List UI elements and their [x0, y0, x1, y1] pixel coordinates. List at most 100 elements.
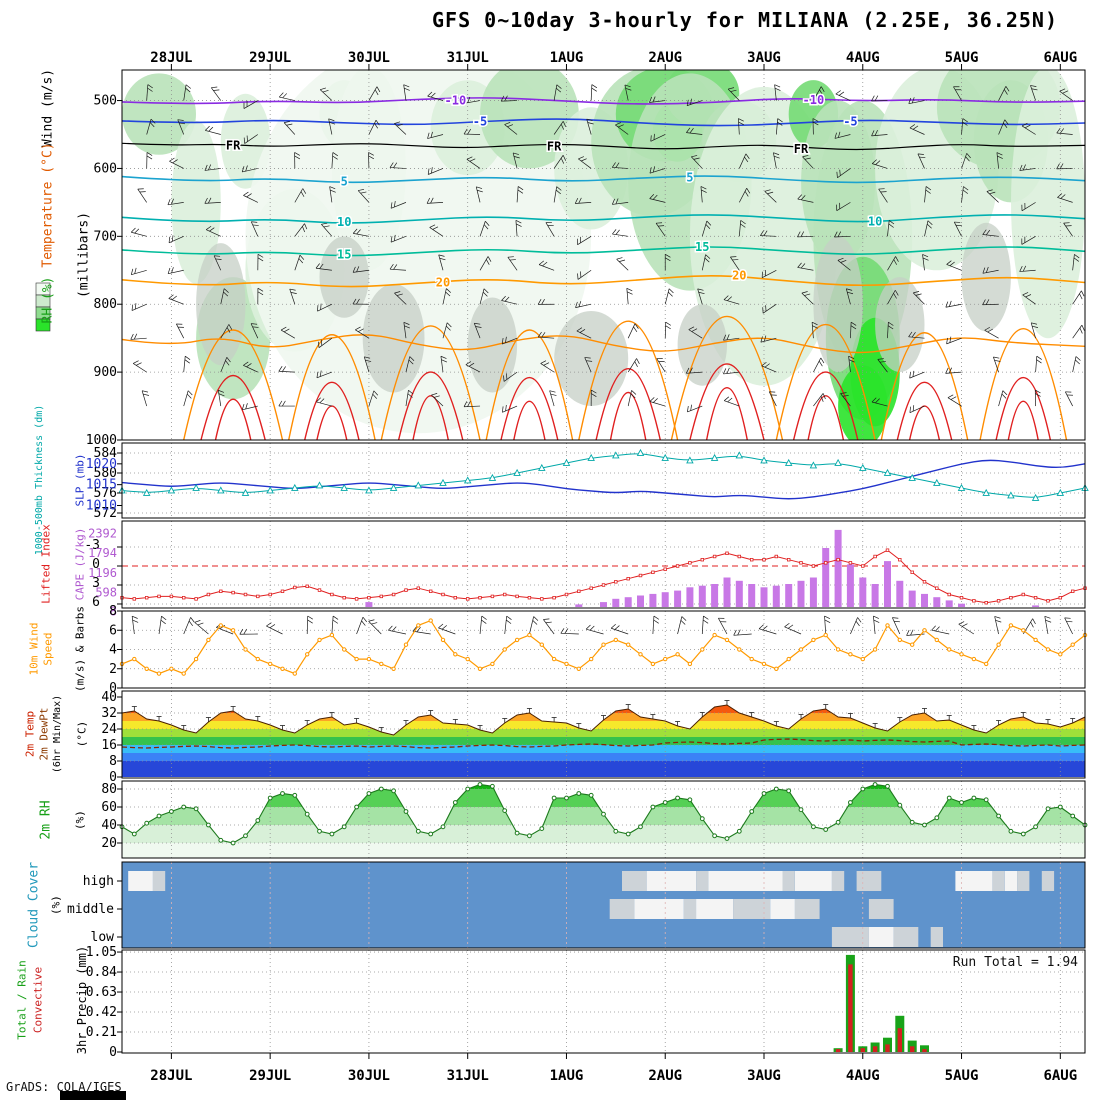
panel-precip: 0 0.21 0.42 0.63 0.84 1.05 Run Total = 1.94 — [86, 945, 1086, 1060]
ylabel-2m-rh: 2m RH — [38, 800, 54, 840]
svg-text:8: 8 — [110, 605, 117, 619]
svg-text:6: 6 — [109, 623, 117, 638]
temperature-contours — [122, 97, 1085, 440]
svg-text:Run Total = 1.94: Run Total = 1.94 — [953, 955, 1078, 970]
ylabel-10m-wind: 10m Wind — [27, 622, 41, 676]
svg-text:1AUG: 1AUG — [550, 1068, 584, 1084]
svg-text:30JUL: 30JUL — [348, 50, 390, 66]
svg-text:0.42: 0.42 — [86, 1005, 117, 1020]
svg-text:2AUG: 2AUG — [648, 1068, 682, 1084]
svg-text:16: 16 — [101, 738, 117, 753]
ylabel-2m-dewpt: 2m DewPt — [37, 707, 51, 761]
svg-text:0.21: 0.21 — [86, 1025, 117, 1040]
svg-text:1.05: 1.05 — [86, 945, 117, 960]
svg-text:FR: FR — [547, 140, 562, 154]
ylabel-temperature: Temperature (°C) — [40, 142, 56, 268]
panel-upper-air: -10 -10 -5 -5 FR FR FR 5 5 10 10 15 15 20 20 500 600 700 8… — [35, 69, 1086, 448]
ylabel-lifted-index: Lifted Index — [39, 524, 53, 604]
svg-text:0.63: 0.63 — [86, 985, 117, 1000]
svg-text:20: 20 — [101, 836, 117, 851]
ylabel-2m-temp: 2m Temp — [23, 710, 37, 758]
svg-text:572: 572 — [94, 506, 117, 521]
svg-text:6AUG: 6AUG — [1043, 1068, 1077, 1084]
panel-slp-thickness: 572 576 580 584 1010 1015 1020 — [86, 442, 1089, 521]
grads-credit: GrADS: COLA/IGES — [6, 1080, 122, 1094]
svg-text:584: 584 — [94, 446, 118, 461]
svg-text:3: 3 — [92, 576, 100, 591]
svg-text:40: 40 — [101, 690, 117, 705]
svg-text:6AUG: 6AUG — [1043, 50, 1077, 66]
panel-rh2m: 20 40 60 80 — [101, 780, 1088, 859]
svg-text:-10: -10 — [803, 93, 825, 107]
ylabel-wind-ms: Wind (m/s) — [40, 68, 56, 148]
svg-text:middle: middle — [67, 902, 114, 917]
svg-text:500: 500 — [94, 94, 117, 109]
svg-text:2: 2 — [109, 662, 117, 677]
svg-text:40: 40 — [101, 818, 117, 833]
panel-cloud-cover: high middle low — [67, 861, 1086, 949]
svg-text:0.84: 0.84 — [86, 965, 117, 980]
svg-text:FR: FR — [226, 138, 241, 152]
rh-color-bands — [122, 784, 1085, 858]
svg-text:24: 24 — [101, 722, 117, 737]
ylabel-rh: RH (%) — [40, 276, 56, 324]
svg-text:6: 6 — [92, 595, 100, 610]
ylabel-slp: SLP (mb) — [73, 453, 87, 507]
svg-text:20: 20 — [732, 269, 746, 283]
ylabel-3hr-precip: 3hr Precip (mm) — [75, 945, 89, 1055]
svg-text:low: low — [91, 930, 115, 945]
svg-text:5AUG: 5AUG — [945, 1068, 979, 1084]
svg-text:4: 4 — [109, 643, 117, 658]
svg-text:31JUL: 31JUL — [447, 50, 489, 66]
svg-text:high: high — [83, 874, 114, 889]
svg-text:15: 15 — [337, 248, 351, 262]
ylabel-10m-wind-units: (m/s) & Barbs — [73, 605, 87, 693]
ylabel-millibars: (millibars) — [76, 211, 92, 299]
svg-text:1AUG: 1AUG — [550, 50, 584, 66]
svg-text:80: 80 — [101, 782, 117, 797]
svg-text:10: 10 — [337, 215, 351, 229]
ylabel-cloud-pct: (%) — [49, 895, 63, 915]
svg-text:32: 32 — [101, 706, 117, 721]
svg-text:598: 598 — [95, 585, 117, 599]
svg-text:0: 0 — [109, 770, 117, 785]
svg-text:8: 8 — [109, 754, 117, 769]
svg-text:576: 576 — [94, 486, 117, 501]
svg-text:20: 20 — [436, 275, 450, 289]
svg-text:3AUG: 3AUG — [747, 1068, 781, 1084]
svg-text:30JUL: 30JUL — [348, 1068, 390, 1084]
ylabel-cloud-cover: Cloud Cover — [26, 861, 42, 949]
svg-text:2392: 2392 — [88, 527, 117, 541]
svg-text:5: 5 — [686, 170, 693, 184]
svg-text:580: 580 — [94, 466, 117, 481]
svg-text:15: 15 — [695, 240, 709, 254]
axis-dates: 28JUL 28JUL 29JUL 29JUL 30JUL 30JUL 31JUL 31JUL… — [150, 50, 1077, 1084]
svg-text:700: 700 — [94, 229, 117, 244]
svg-text:4AUG: 4AUG — [846, 1068, 880, 1084]
svg-text:0: 0 — [109, 1045, 117, 1060]
svg-text:1020: 1020 — [86, 457, 117, 472]
svg-text:1794: 1794 — [88, 546, 117, 560]
svg-text:1010: 1010 — [86, 499, 117, 514]
ylabel-convective: Convective — [31, 966, 45, 1034]
ylabel-cape: CAPE (J/kg) — [73, 527, 87, 601]
svg-text:29JUL: 29JUL — [249, 50, 291, 66]
svg-text:1000: 1000 — [86, 433, 117, 448]
svg-text:29JUL: 29JUL — [249, 1068, 291, 1084]
svg-text:0: 0 — [109, 681, 117, 696]
ylabel-6hr-minmax: (6hr Min/Max) — [52, 694, 63, 774]
svg-text:1196: 1196 — [88, 566, 117, 580]
upper-wind-barbs — [130, 84, 1085, 413]
svg-text:600: 600 — [94, 161, 117, 176]
svg-text:FR: FR — [794, 142, 809, 156]
footer-black-bar — [60, 1091, 126, 1100]
svg-text:-5: -5 — [473, 115, 487, 129]
svg-text:28JUL: 28JUL — [150, 50, 192, 66]
page-title: GFS 0~10day 3-hourly for MILIANA (2.25E,… — [432, 8, 1058, 32]
svg-text:28JUL: 28JUL — [150, 1068, 192, 1084]
svg-text:0: 0 — [92, 557, 100, 572]
svg-text:2AUG: 2AUG — [648, 50, 682, 66]
